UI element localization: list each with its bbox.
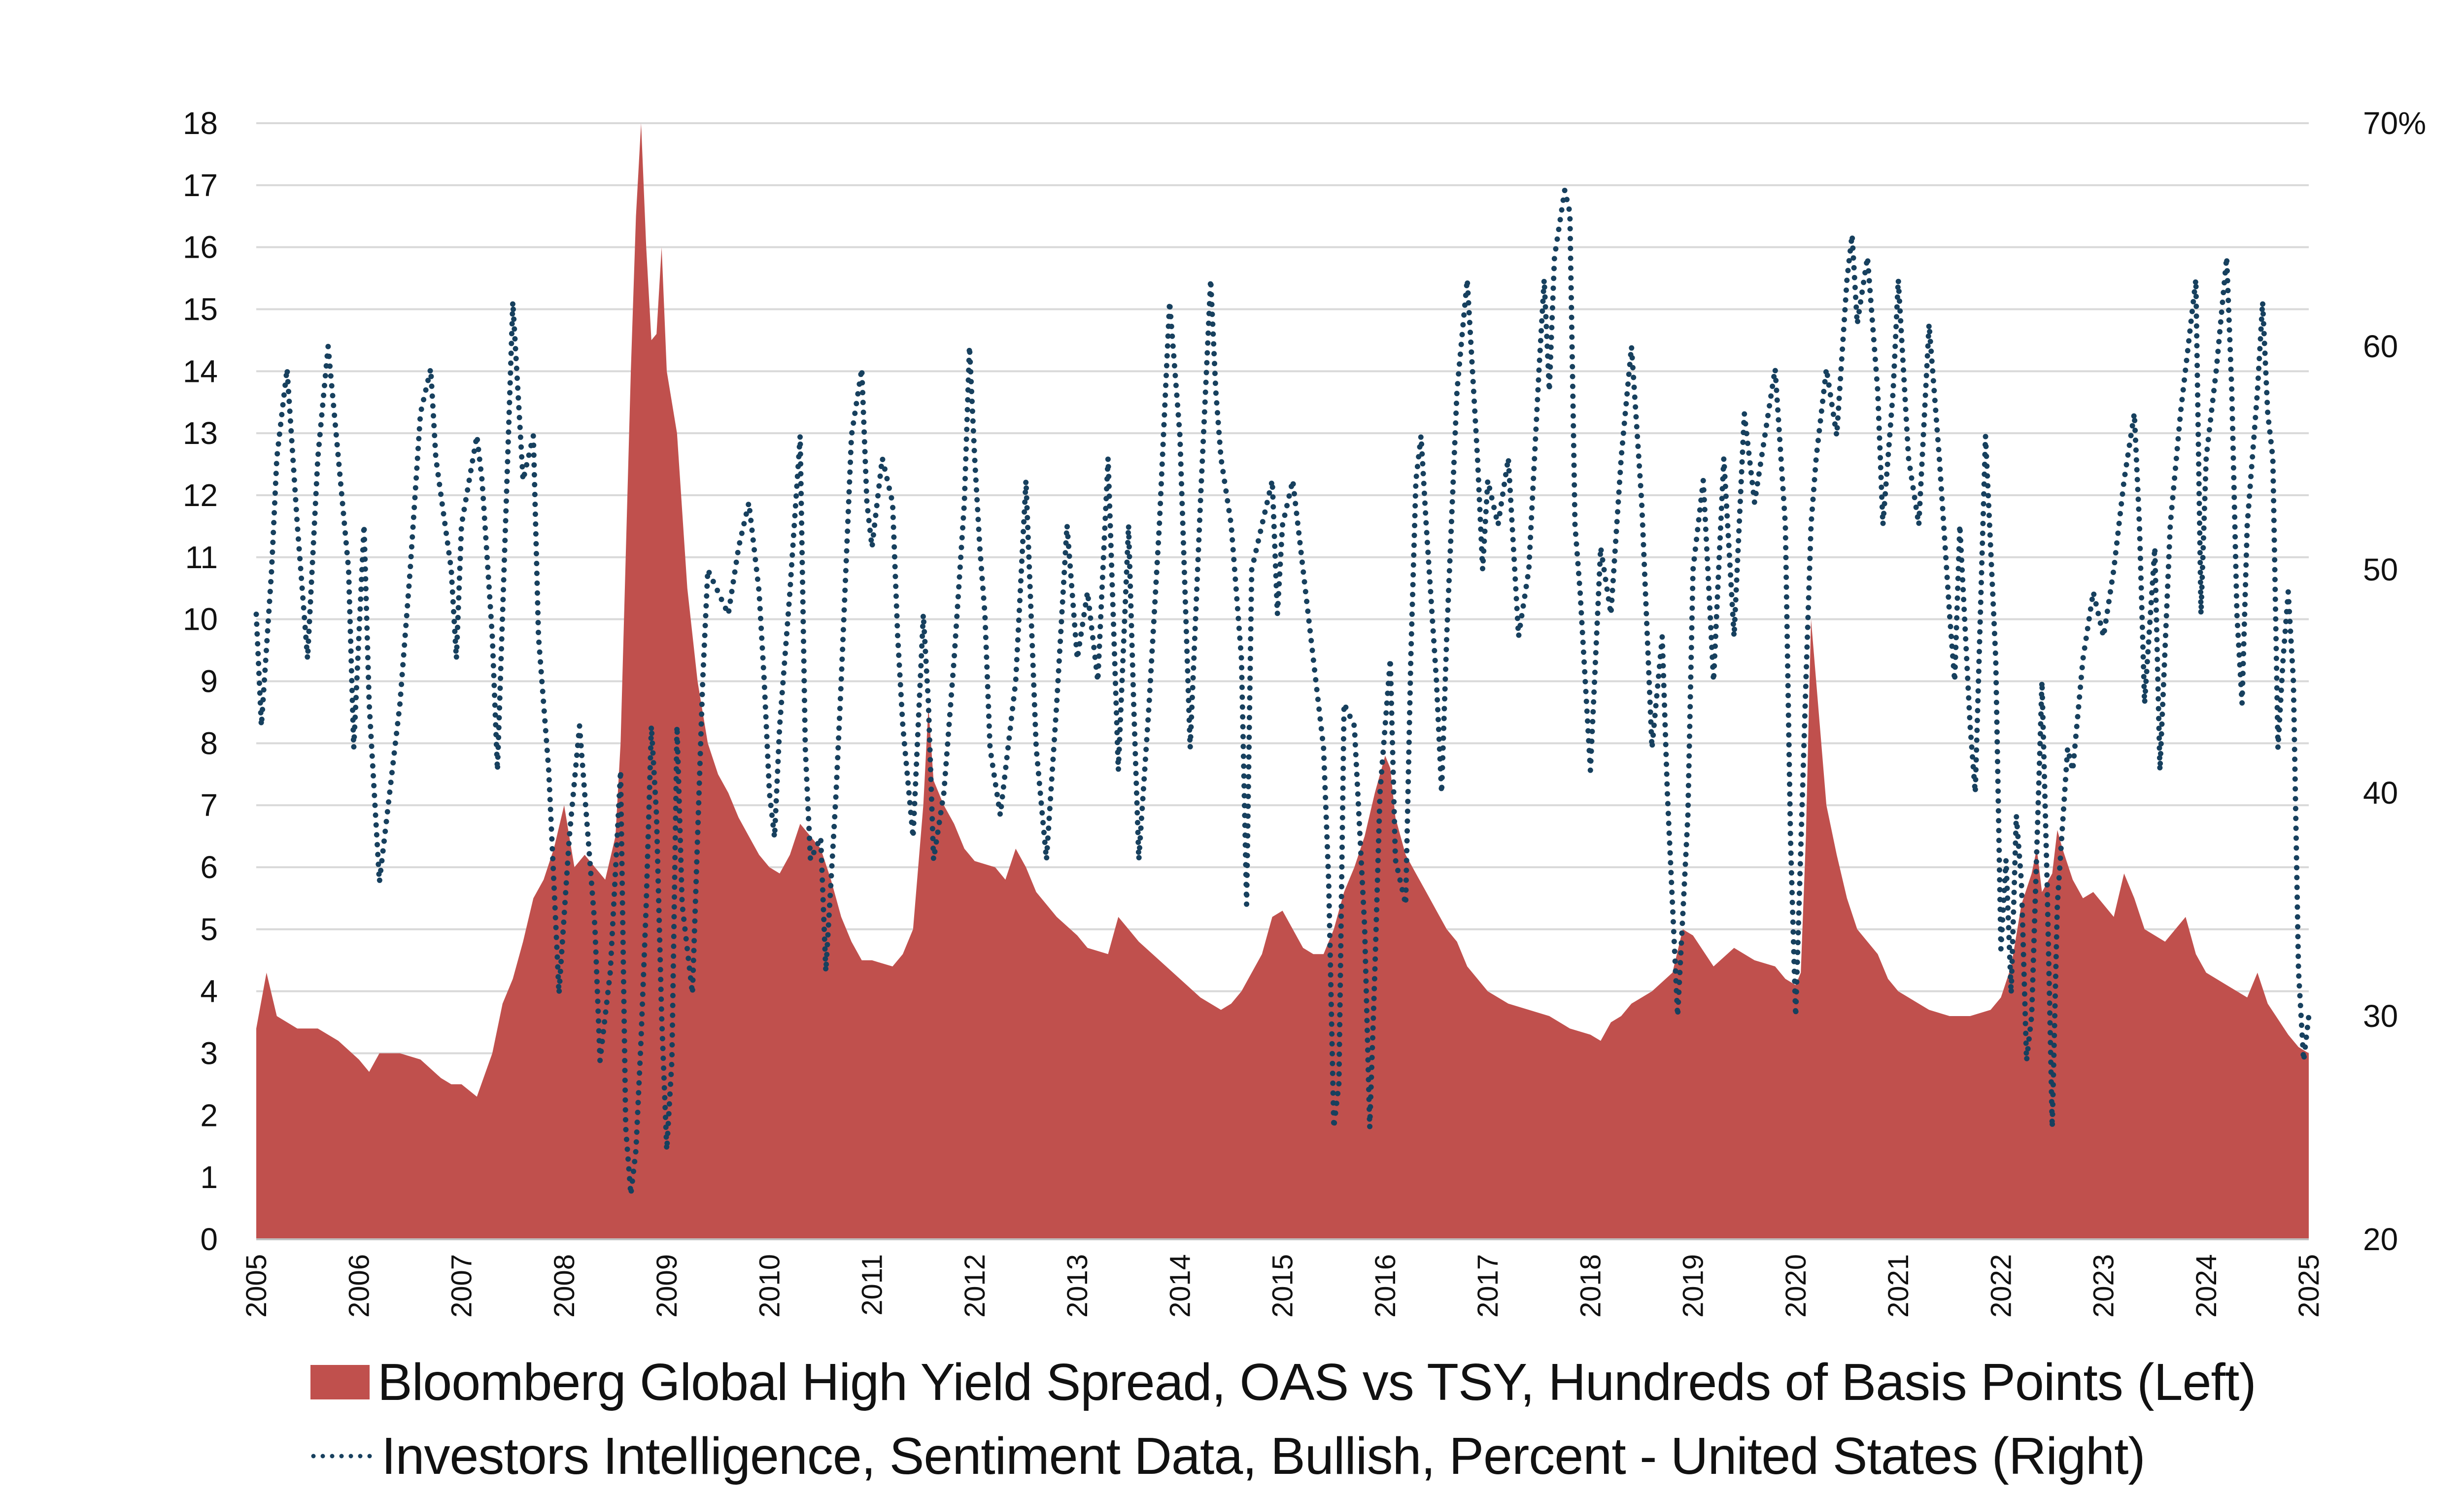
right-axis-ticks: 20 30 40 50 60 70% — [2363, 105, 2426, 1257]
right-tick-60: 60 — [2363, 329, 2398, 364]
left-tick-12: 12 — [183, 477, 218, 513]
legend-label-spread: Bloomberg Global High Yield Spread, OAS … — [377, 1353, 2257, 1411]
left-tick-9: 9 — [200, 664, 218, 699]
legend-dotted-line-swatch — [311, 1454, 379, 1459]
x-tick-2016: 2016 — [1369, 1254, 1402, 1318]
left-tick-13: 13 — [183, 415, 218, 451]
left-tick-15: 15 — [183, 292, 218, 327]
left-tick-16: 16 — [183, 230, 218, 265]
legend-item-sentiment: Investors Intelligence, Sentiment Data, … — [310, 1419, 2256, 1493]
left-tick-7: 7 — [200, 787, 218, 823]
high-yield-spread-area — [256, 123, 2309, 1239]
right-tick-70%: 70% — [2363, 105, 2426, 141]
left-tick-6: 6 — [200, 850, 218, 885]
left-tick-17: 17 — [183, 168, 218, 203]
right-tick-30: 30 — [2363, 998, 2398, 1034]
x-tick-2012: 2012 — [959, 1254, 991, 1318]
left-tick-4: 4 — [200, 974, 218, 1009]
legend-item-spread: Bloomberg Global High Yield Spread, OAS … — [310, 1345, 2257, 1419]
x-tick-2014: 2014 — [1164, 1254, 1196, 1318]
x-tick-2020: 2020 — [1780, 1254, 1812, 1318]
x-tick-2025: 2025 — [2293, 1254, 2325, 1318]
left-tick-18: 18 — [183, 105, 218, 141]
left-tick-0: 0 — [200, 1222, 218, 1257]
x-tick-2007: 2007 — [446, 1254, 478, 1318]
sentiment-line-layer — [253, 187, 2312, 1197]
left-tick-5: 5 — [200, 912, 218, 947]
x-tick-2005: 2005 — [240, 1254, 273, 1318]
left-tick-11: 11 — [185, 540, 218, 575]
x-tick-2024: 2024 — [2190, 1254, 2223, 1318]
left-tick-2: 2 — [200, 1097, 218, 1133]
left-tick-10: 10 — [183, 602, 218, 637]
gridlines — [256, 122, 2309, 1179]
high-yield-spread-area-layer — [256, 123, 2309, 1239]
x-tick-2011: 2011 — [856, 1254, 889, 1316]
x-tick-2006: 2006 — [343, 1254, 375, 1318]
left-tick-14: 14 — [183, 353, 218, 389]
right-tick-20: 20 — [2363, 1222, 2398, 1257]
legend-area-swatch — [310, 1365, 370, 1399]
left-tick-8: 8 — [200, 725, 218, 761]
legend: Bloomberg Global High Yield Spread, OAS … — [310, 1345, 2257, 1493]
x-tick-2019: 2019 — [1677, 1254, 1710, 1318]
x-tick-2013: 2013 — [1061, 1254, 1094, 1318]
sentiment-dotted-line — [253, 187, 2312, 1197]
left-tick-1: 1 — [200, 1159, 218, 1195]
x-axis-ticks: 2005 2006 2007 2008 2009 2010 2011 2012 2013 2014… — [240, 1254, 2325, 1318]
x-tick-2009: 2009 — [651, 1254, 683, 1318]
left-tick-3: 3 — [200, 1036, 218, 1071]
x-tick-2015: 2015 — [1267, 1254, 1299, 1318]
x-tick-2008: 2008 — [548, 1254, 581, 1318]
x-tick-2023: 2023 — [2088, 1254, 2120, 1318]
x-tick-2021: 2021 — [1882, 1254, 1915, 1318]
right-tick-50: 50 — [2363, 552, 2398, 587]
x-tick-2010: 2010 — [753, 1254, 786, 1318]
x-tick-2018: 2018 — [1574, 1254, 1607, 1318]
right-tick-40: 40 — [2363, 775, 2398, 811]
x-tick-2017: 2017 — [1472, 1254, 1504, 1318]
legend-label-sentiment: Investors Intelligence, Sentiment Data, … — [381, 1427, 2146, 1485]
x-tick-2022: 2022 — [1985, 1254, 2017, 1318]
